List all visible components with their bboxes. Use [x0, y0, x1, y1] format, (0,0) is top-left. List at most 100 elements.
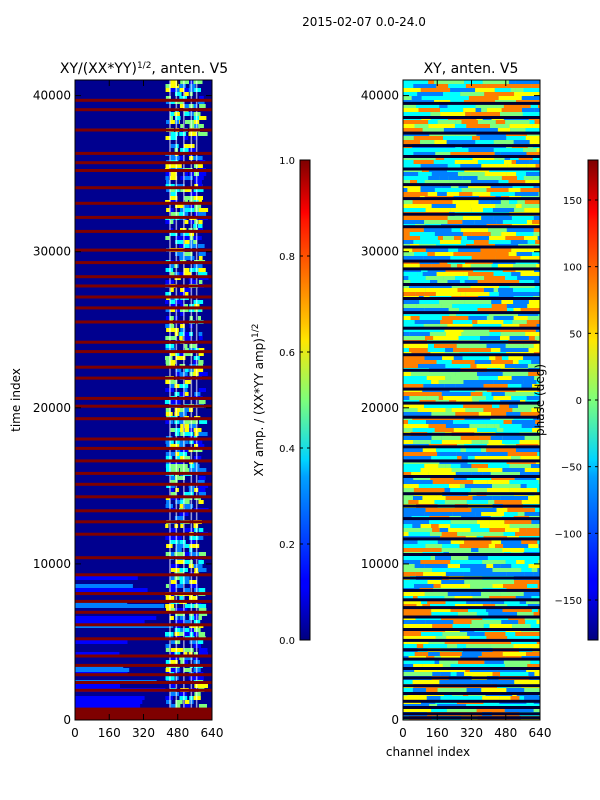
heatmap-cell [463, 328, 490, 332]
heatmap-cell [524, 236, 538, 240]
heatmap-cell [198, 684, 208, 688]
heatmap-cell [423, 572, 446, 576]
heatmap-cell [422, 664, 443, 668]
heatmap-cell [532, 664, 540, 668]
heatmap-cell [470, 528, 490, 532]
heatmap-cell [488, 500, 495, 504]
heatmap-cell [183, 372, 188, 376]
heatmap-cell [441, 580, 465, 584]
heatmap-cell [403, 160, 414, 164]
heatmap-cell [464, 80, 483, 84]
heatmap-cell [491, 300, 502, 304]
heatmap-cell [194, 444, 202, 448]
heatmap-cell [509, 200, 518, 204]
x-tick-label: 480 [494, 726, 517, 740]
heatmap-cell [403, 440, 414, 444]
heatmap-cell [420, 468, 433, 472]
heatmap-cell [403, 96, 412, 100]
heatmap-cell [170, 304, 177, 308]
heatmap-cell [451, 408, 466, 412]
heatmap-cell [175, 308, 185, 312]
heatmap-cell [198, 336, 203, 340]
heatmap-cell [423, 228, 452, 232]
heatmap-cell [477, 280, 495, 284]
heatmap-cell [486, 448, 516, 452]
heatmap-cell [514, 92, 540, 96]
heatmap-cell [175, 612, 183, 616]
heatmap-cell [439, 104, 448, 108]
heatmap-cell [509, 480, 539, 484]
saturated-row [75, 459, 212, 463]
heatmap-cell [505, 560, 517, 564]
heatmap-cell [184, 388, 188, 392]
heatmap-cell [198, 176, 204, 180]
heatmap-cell [454, 124, 467, 128]
heatmap-cell [423, 384, 445, 388]
heatmap-cell [189, 552, 199, 556]
y-tick-label: 0 [63, 713, 71, 727]
heatmap-cell [169, 336, 177, 340]
heatmap-cell [184, 580, 194, 584]
heatmap-cell [409, 348, 428, 352]
heatmap-cell [403, 112, 431, 116]
saturated-row [75, 396, 212, 400]
heatmap-cell [169, 264, 179, 268]
heatmap-cell [198, 612, 208, 616]
heatmap-cell [437, 540, 451, 544]
heatmap-cell [522, 112, 540, 116]
heatmap-streak [175, 80, 178, 720]
heatmap-cell [486, 580, 515, 584]
heatmap-cell [170, 212, 180, 216]
heatmap-cell [501, 324, 520, 328]
heatmap-cell [525, 180, 540, 184]
heatmap-cell [175, 184, 185, 188]
heatmap-cell [183, 232, 191, 236]
heatmap-cell [403, 408, 418, 412]
heatmap-cell [185, 468, 193, 472]
heatmap-cell [194, 692, 201, 696]
heatmap-cell [520, 472, 540, 476]
heatmap-cell [450, 152, 466, 156]
heatmap-cell [175, 536, 183, 540]
heatmap-cell [464, 280, 478, 284]
heatmap-cell [506, 84, 532, 88]
heatmap-cell [403, 252, 414, 256]
heatmap-cell [534, 108, 540, 112]
heatmap-cell [450, 608, 468, 612]
heatmap-cell [198, 164, 203, 168]
blank-row [403, 504, 540, 508]
heatmap-cell [403, 484, 419, 488]
heatmap-cell [165, 456, 173, 460]
heatmap-cell [436, 448, 461, 452]
heatmap-cell [439, 240, 461, 244]
heatmap-cell [409, 396, 427, 400]
heatmap-cell [503, 660, 531, 664]
heatmap-cell [179, 244, 184, 248]
heatmap-cell [175, 252, 183, 256]
heatmap-cell [198, 244, 205, 248]
heatmap-cell [496, 508, 508, 512]
heatmap-cell [198, 332, 203, 336]
heatmap-cell [533, 216, 540, 220]
heatmap-cell [451, 228, 461, 232]
heatmap-cell [403, 600, 421, 604]
heatmap-cell [409, 332, 430, 336]
blank-row [403, 576, 540, 580]
heatmap-cell [403, 640, 408, 644]
y-tick-label: 40000 [33, 89, 71, 103]
heatmap-cell [500, 672, 529, 676]
heatmap-cell [466, 448, 481, 452]
heatmap-cell [443, 276, 456, 280]
heatmap-cell [403, 612, 432, 616]
heatmap-cell [403, 556, 431, 560]
heatmap-cell [179, 156, 183, 160]
heatmap-cell [185, 336, 191, 340]
heatmap-cell [466, 128, 477, 132]
heatmap-cell [523, 176, 534, 180]
heatmap-cell [441, 392, 471, 396]
heatmap-cell [434, 140, 447, 144]
heatmap-cell [504, 664, 528, 668]
heatmap-cell [193, 524, 199, 528]
heatmap-cell [166, 208, 172, 212]
